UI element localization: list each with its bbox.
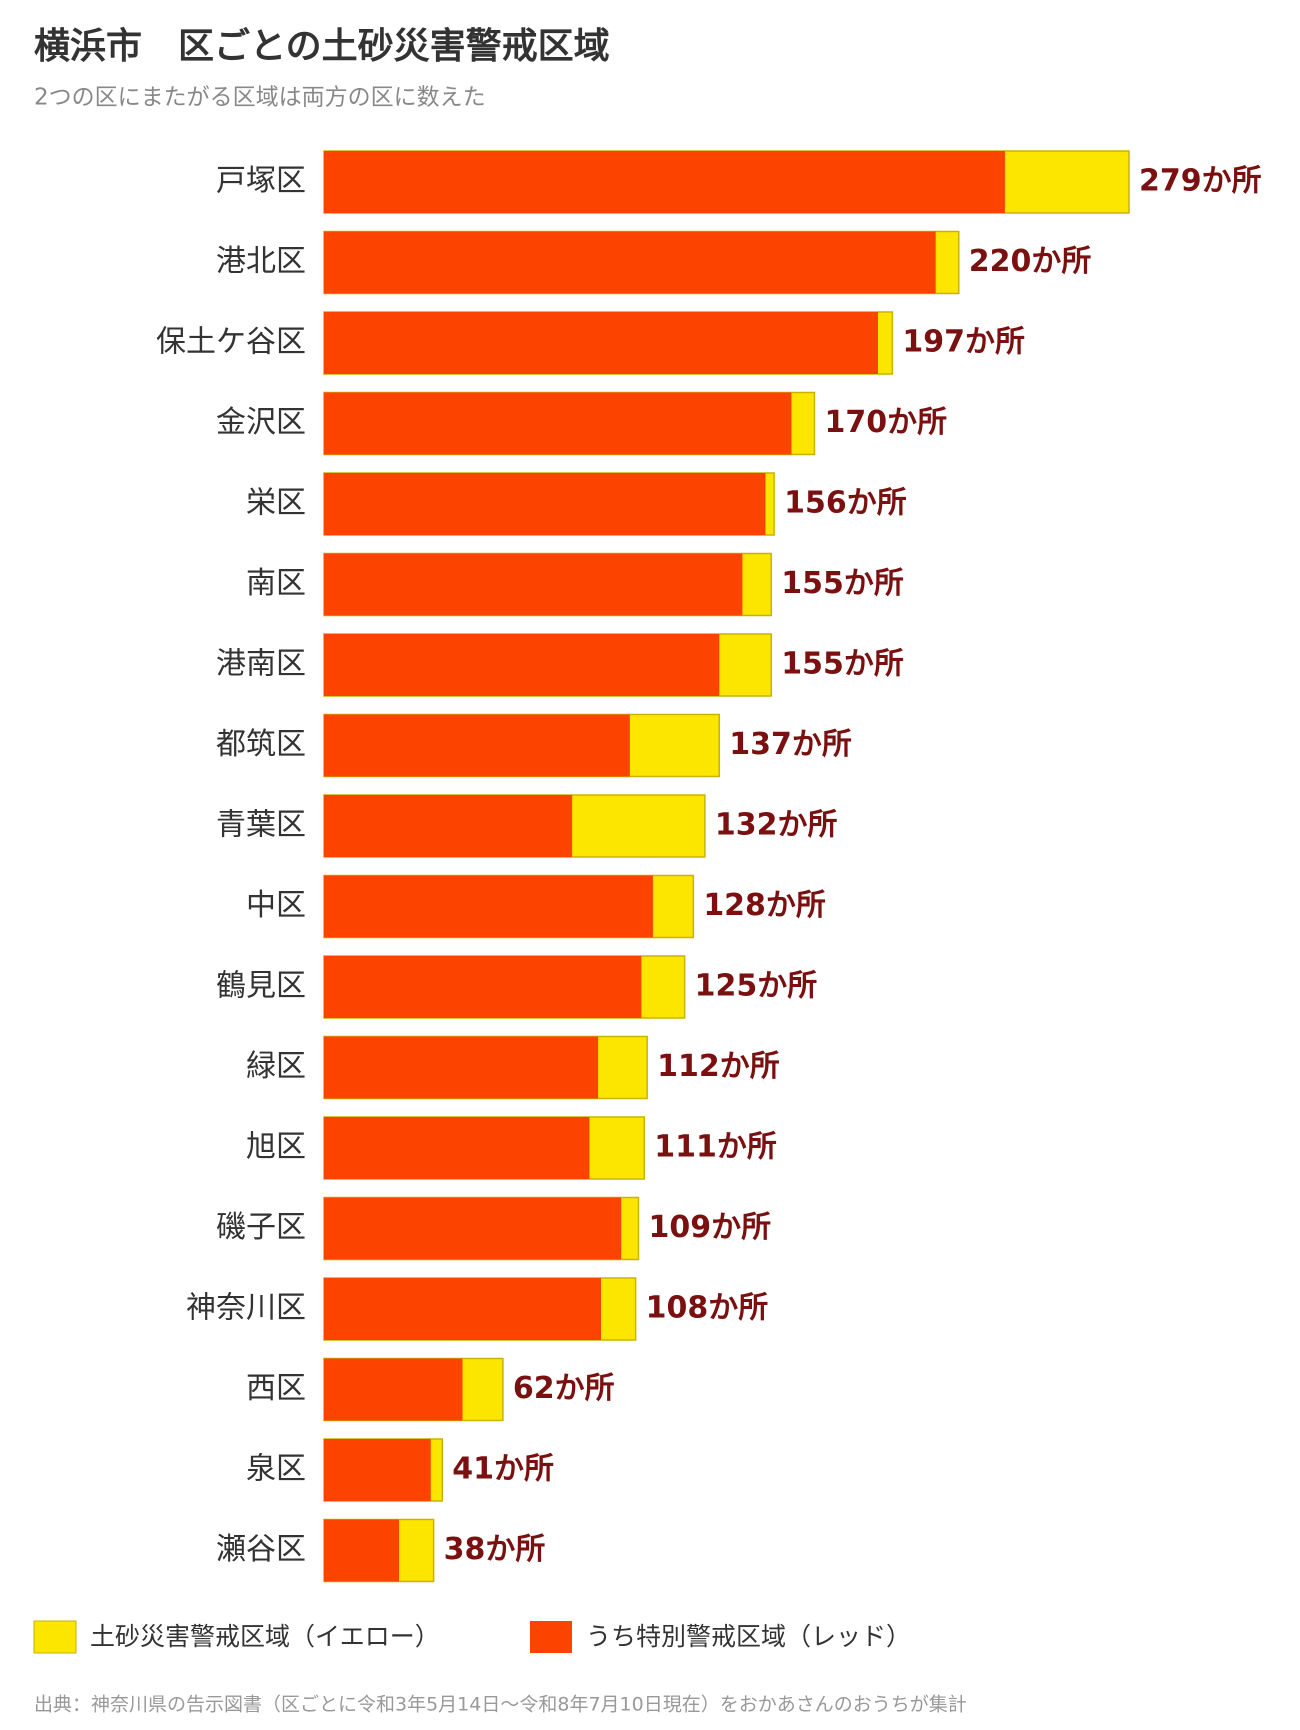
legend-label: うち特別警戒区域（レッド） [586, 1622, 911, 1651]
category-label: 金沢区 [216, 405, 306, 440]
value-label: 128か所 [703, 888, 826, 923]
legend-label: 土砂災害警戒区域（イエロー） [90, 1622, 440, 1651]
bar-red [324, 1197, 622, 1260]
category-label: 南区 [246, 566, 306, 601]
bar-red [324, 1519, 400, 1582]
bar-red [324, 1358, 463, 1421]
category-label: 鶴見区 [216, 969, 306, 1004]
category-label: 戸塚区 [216, 164, 306, 199]
value-label: 108か所 [646, 1291, 769, 1326]
category-label: 瀬谷区 [216, 1532, 306, 1567]
bar-red [324, 312, 878, 374]
category-label: 港北区 [216, 244, 306, 279]
value-label: 132か所 [715, 808, 838, 843]
value-label: 197か所 [902, 325, 1025, 360]
category-label: 西区 [246, 1371, 306, 1406]
value-label: 279か所 [1139, 164, 1262, 199]
category-label: 泉区 [246, 1452, 306, 1487]
bar-red [324, 1278, 601, 1340]
value-label: 137か所 [729, 727, 852, 762]
source-note: 出典：神奈川県の告示図書（区ごとに令和3年5月14日〜令和8年7月10日現在）を… [34, 1694, 967, 1716]
bar-red [324, 231, 936, 294]
value-label: 111か所 [654, 1130, 777, 1165]
category-label: 神奈川区 [186, 1291, 306, 1326]
value-label: 62か所 [513, 1371, 615, 1406]
value-label: 170か所 [825, 405, 948, 440]
bar-red [324, 1036, 599, 1099]
bar-red [324, 795, 573, 857]
bar-red [324, 714, 630, 777]
bar-red [324, 473, 766, 535]
value-label: 38か所 [444, 1532, 546, 1567]
category-label: 栄区 [246, 486, 306, 521]
chart-title: 横浜市 区ごとの土砂災害警戒区域 [34, 26, 610, 67]
value-label: 125か所 [695, 969, 818, 1004]
category-label: 保土ケ谷区 [156, 325, 306, 360]
legend-swatch [530, 1621, 572, 1653]
category-label: 磯子区 [216, 1210, 306, 1245]
bar-red [324, 392, 792, 455]
value-label: 220か所 [969, 244, 1092, 279]
value-label: 41か所 [452, 1452, 554, 1487]
legend-swatch [33, 1620, 77, 1654]
bar-red [324, 1117, 590, 1179]
value-label: 156か所 [784, 486, 907, 521]
bar-red [324, 553, 743, 616]
value-label: 155か所 [781, 647, 904, 682]
chart-subtitle: 2つの区にまたがる区域は両方の区に数えた [34, 85, 486, 111]
category-label: 港南区 [216, 647, 306, 682]
bar-red [324, 634, 720, 696]
bar-red [324, 1439, 431, 1501]
category-label: 緑区 [246, 1049, 306, 1084]
category-label: 青葉区 [216, 808, 306, 843]
value-label: 109か所 [648, 1210, 771, 1245]
category-label: 旭区 [246, 1130, 306, 1165]
value-label: 155か所 [781, 566, 904, 601]
bar-red [324, 151, 1005, 213]
category-label: 中区 [246, 888, 306, 923]
bar-red [324, 875, 653, 938]
value-label: 112か所 [657, 1049, 780, 1084]
bar-red [324, 956, 642, 1018]
category-label: 都筑区 [216, 727, 306, 762]
